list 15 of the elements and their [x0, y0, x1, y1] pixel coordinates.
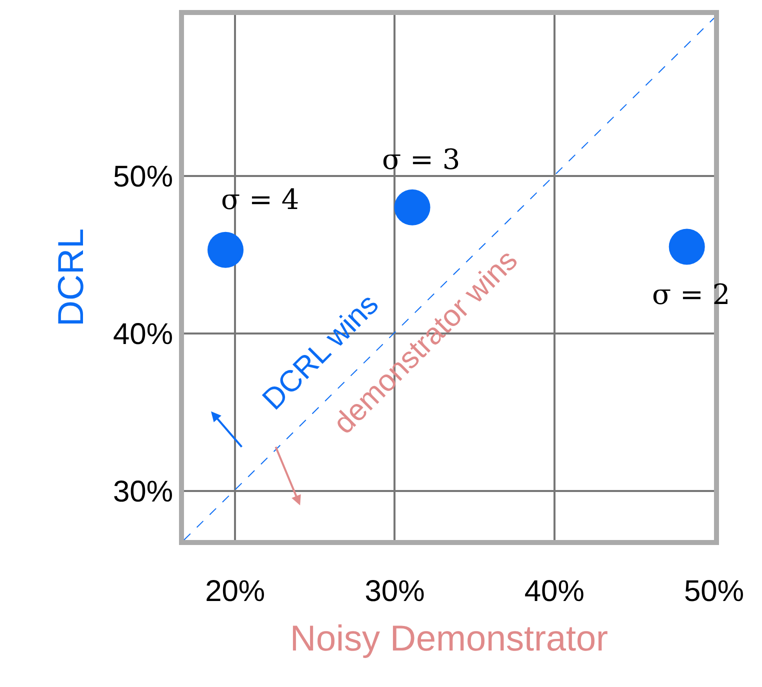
- x-tick-label: 20%: [205, 575, 266, 608]
- point: [208, 232, 244, 268]
- y-tick-label: 30%: [112, 476, 173, 509]
- x-tick-label: 30%: [364, 575, 425, 608]
- y-tick-label: 40%: [112, 318, 173, 351]
- annotation: σ = 2: [652, 278, 730, 311]
- y-tick-label: 50%: [112, 160, 173, 194]
- x-tick-label: 40%: [524, 575, 584, 608]
- annotation: σ = 4: [221, 183, 300, 216]
- x-tick-label: 50%: [684, 575, 744, 608]
- point: [668, 228, 705, 265]
- point: [394, 189, 430, 226]
- x-axis-title: Noisy Demonstrator: [290, 618, 608, 659]
- annotation: σ = 3: [382, 143, 460, 176]
- y-axis-title: DCRL: [50, 228, 91, 327]
